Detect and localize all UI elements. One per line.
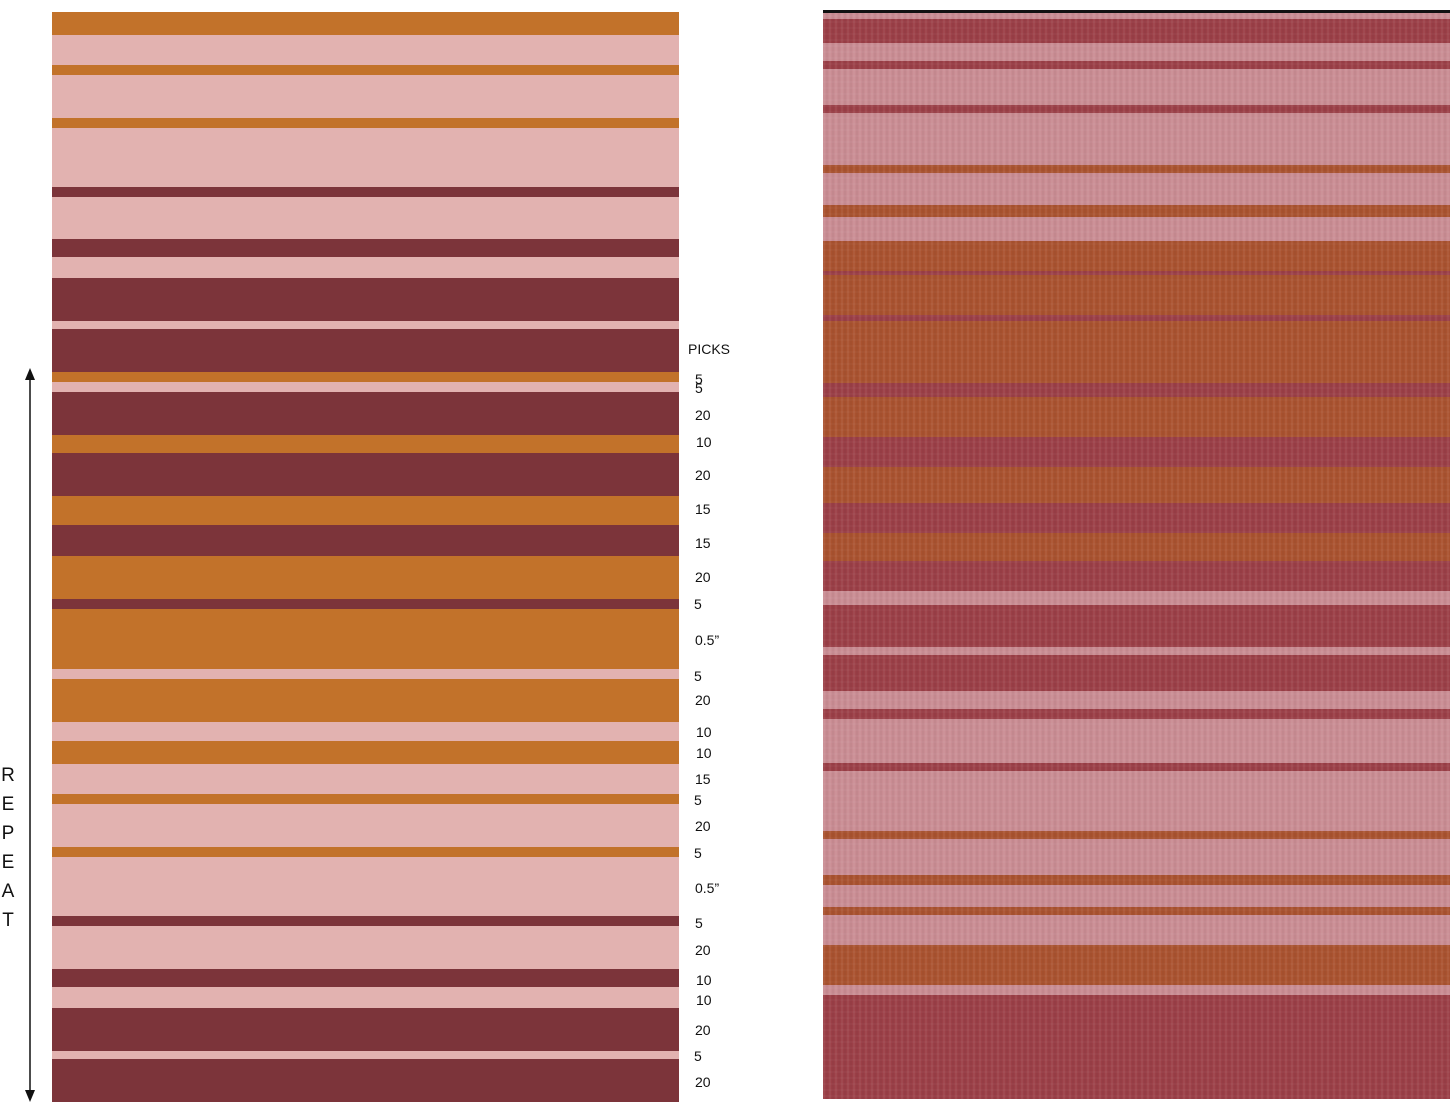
pick-count-label: 20 — [695, 569, 711, 585]
stripe-band — [52, 278, 679, 321]
stripe-band — [52, 187, 679, 197]
stripe-band — [52, 65, 679, 75]
stripe-band — [52, 669, 679, 679]
repeat-label: R E P E A T — [0, 766, 16, 940]
stripe-band — [52, 382, 679, 392]
stripe-band — [52, 496, 679, 525]
stripe-band — [52, 1059, 679, 1102]
stripe-band — [52, 1008, 679, 1051]
pick-count-label: 10 — [696, 745, 712, 761]
stripe-band — [52, 857, 679, 916]
stripe-band — [52, 257, 679, 278]
stripe-band — [52, 321, 679, 329]
pick-count-label: 20 — [695, 818, 711, 834]
pick-count-label: 10 — [696, 434, 712, 450]
pick-count-label: 5 — [695, 915, 703, 931]
stripe-band — [52, 794, 679, 804]
repeat-letter: T — [2, 910, 14, 931]
pick-count-label: 10 — [696, 724, 712, 740]
pick-count-label: 0.5” — [695, 880, 720, 896]
pick-count-label: 20 — [695, 1022, 711, 1038]
pick-count-label: 15 — [695, 501, 711, 517]
stripe-band — [52, 609, 679, 669]
pick-count-label: 20 — [695, 407, 711, 423]
stripe-band — [52, 804, 679, 847]
stripe-band — [52, 35, 679, 65]
pick-count-label: 15 — [695, 535, 711, 551]
stripe-band — [52, 679, 679, 722]
stripe-band — [52, 525, 679, 556]
stripe-band — [52, 926, 679, 969]
pick-count-label: 5 — [694, 1048, 702, 1064]
stripe-band — [52, 75, 679, 118]
stripe-band — [52, 1051, 679, 1059]
pick-count-label: 0.5” — [695, 632, 720, 648]
stripe-band — [52, 453, 679, 496]
woven-fabric-sample — [823, 10, 1450, 1099]
stripe-band — [52, 987, 679, 1008]
pick-count-label: 5 — [694, 596, 702, 612]
repeat-arrow-icon — [25, 368, 35, 1102]
stripe-band — [52, 764, 679, 794]
stripe-band — [52, 392, 679, 435]
repeat-letter: R — [1, 765, 15, 786]
pick-count-label: 10 — [696, 972, 712, 988]
repeat-letter: E — [1, 794, 15, 815]
pick-count-label: 15 — [695, 771, 711, 787]
stripe-band — [52, 12, 679, 35]
stripe-band — [52, 741, 679, 764]
stripe-band — [52, 916, 679, 926]
pick-count-label: 20 — [695, 1074, 711, 1090]
repeat-letter: E — [1, 852, 15, 873]
stripe-band — [52, 969, 679, 987]
pick-count-label: 5 — [694, 845, 702, 861]
stripe-panel — [52, 0, 679, 1104]
pick-count-label: 5 — [695, 371, 703, 387]
stripe-band — [52, 118, 679, 128]
pick-count-label: 20 — [695, 942, 711, 958]
stripe-band — [52, 435, 679, 453]
stripe-band — [52, 329, 679, 372]
pick-count-label: 5 — [694, 792, 702, 808]
stripe-band — [52, 128, 679, 187]
stripe-band — [52, 197, 679, 239]
pick-count-label: 5 — [694, 668, 702, 684]
stripe-band — [52, 722, 679, 741]
repeat-letter: A — [1, 881, 15, 902]
stripe-band — [52, 599, 679, 609]
fabric-texture — [823, 13, 1450, 1099]
stripe-band — [52, 847, 679, 857]
pick-count-label: 10 — [696, 992, 712, 1008]
repeat-letter: P — [1, 823, 15, 844]
pick-count-label: 20 — [695, 467, 711, 483]
stripe-band — [52, 556, 679, 599]
stripe-band — [52, 239, 679, 257]
stripe-band — [52, 372, 679, 382]
picks-header: PICKS — [688, 341, 731, 357]
pick-count-label: 20 — [695, 692, 711, 708]
pick-count-label: 5 — [695, 380, 703, 396]
